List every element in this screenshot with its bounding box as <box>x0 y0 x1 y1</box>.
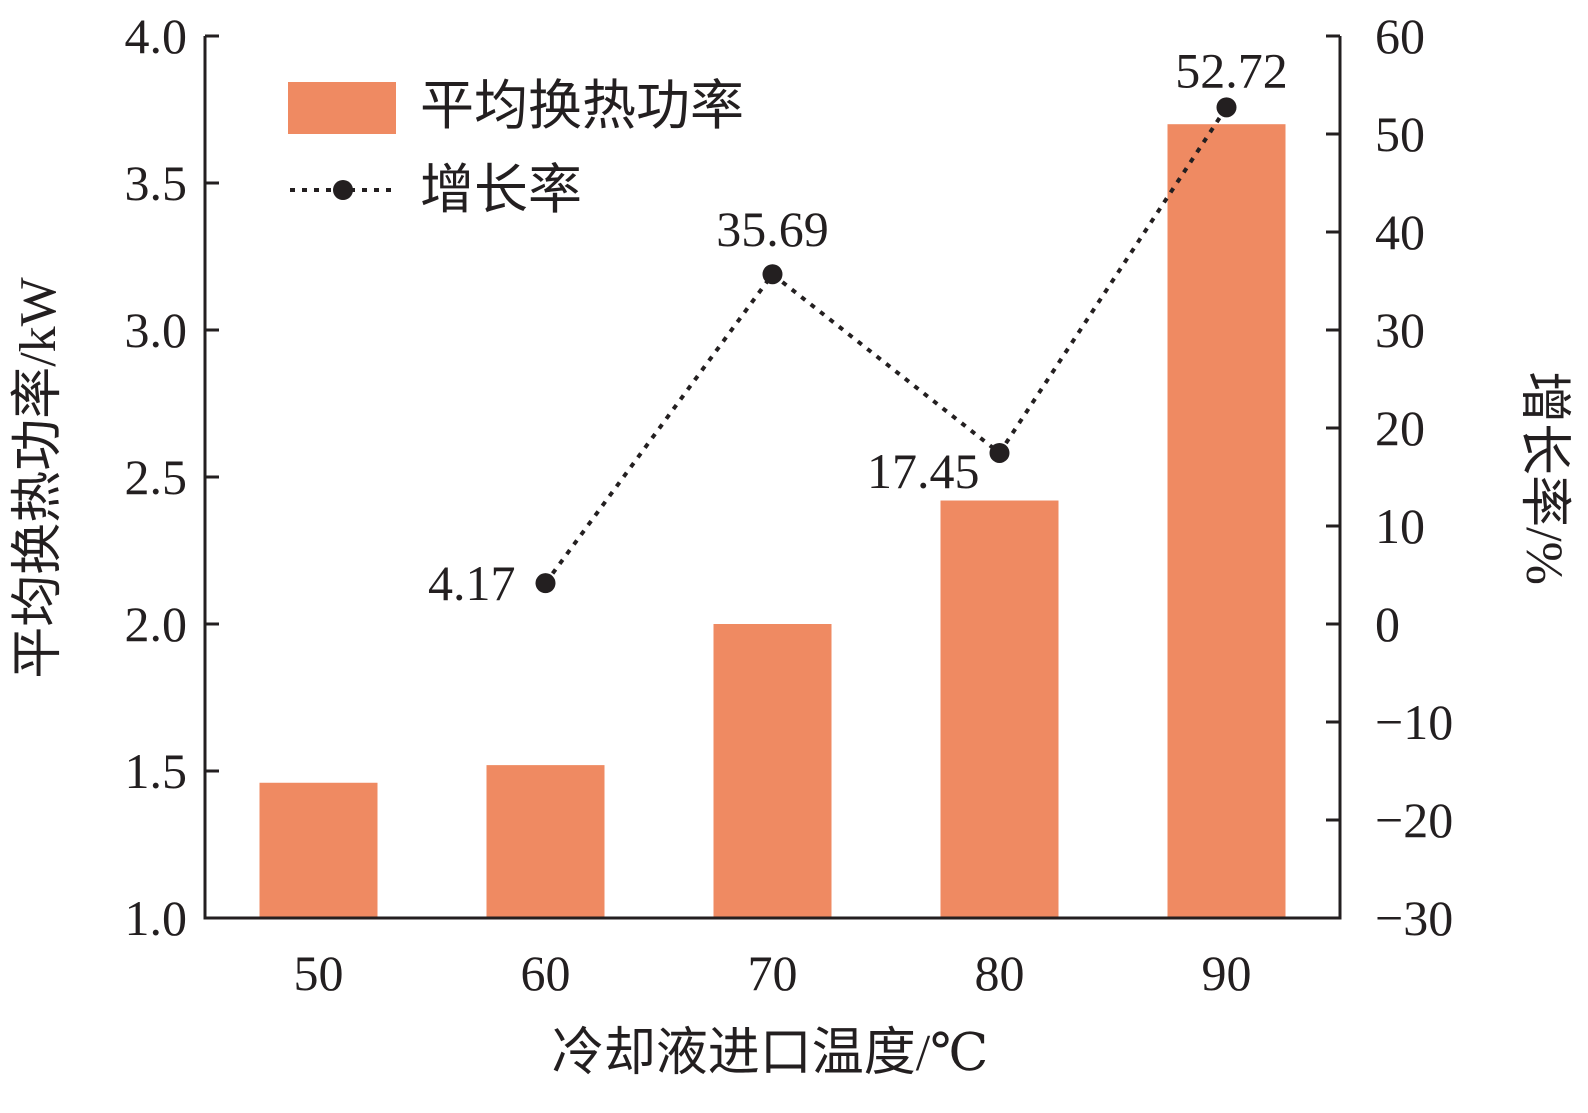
legend-line-marker <box>333 180 353 200</box>
y-tick-label: 2.5 <box>125 449 188 505</box>
y2-tick-label: −10 <box>1375 694 1453 750</box>
y2-tick-label: 40 <box>1375 204 1425 260</box>
y-tick-label: 3.5 <box>125 155 188 211</box>
data-label: 52.72 <box>1175 42 1288 98</box>
data-label: 17.45 <box>867 443 980 499</box>
x-tick-label: 60 <box>521 945 571 1001</box>
y2-tick-label: −30 <box>1375 890 1453 946</box>
bar <box>1167 124 1286 918</box>
y-axis-title: 平均换热功率/kW <box>10 277 67 679</box>
bar <box>259 782 378 918</box>
legend-swatch-bar <box>288 82 396 134</box>
legend-label-line: 增长率 <box>420 160 582 220</box>
x-tick-label: 80 <box>975 945 1025 1001</box>
growth-point <box>762 264 783 285</box>
y2-tick-label: 30 <box>1375 302 1425 358</box>
y2-axis-title: 增长率/% <box>1515 371 1572 585</box>
y2-tick-label: 60 <box>1375 8 1425 64</box>
y-tick-label: 1.0 <box>125 890 188 946</box>
y2-tick-label: −20 <box>1375 792 1453 848</box>
y-tick-label: 1.5 <box>125 743 188 799</box>
bar <box>713 624 832 918</box>
data-label: 35.69 <box>716 201 829 257</box>
y2-tick-label: 20 <box>1375 400 1425 456</box>
x-axis-title: 冷却液进口温度/℃ <box>552 1025 989 1082</box>
bar <box>486 765 605 918</box>
y-tick-label: 3.0 <box>125 302 188 358</box>
y-tick-label: 2.0 <box>125 596 188 652</box>
growth-point <box>989 442 1010 463</box>
growth-point <box>1216 97 1237 118</box>
y2-tick-label: 50 <box>1375 106 1425 162</box>
x-tick-label: 90 <box>1202 945 1252 1001</box>
y2-tick-label: 0 <box>1375 596 1400 652</box>
x-tick-label: 50 <box>294 945 344 1001</box>
x-tick-label: 70 <box>748 945 798 1001</box>
bar <box>940 500 1059 918</box>
y-tick-label: 4.0 <box>125 8 188 64</box>
growth-point <box>535 573 556 594</box>
growth-line <box>543 106 1229 585</box>
y2-tick-label: 10 <box>1375 498 1425 554</box>
legend-label-bar: 平均换热功率 <box>420 76 744 136</box>
data-label: 4.17 <box>428 555 516 611</box>
